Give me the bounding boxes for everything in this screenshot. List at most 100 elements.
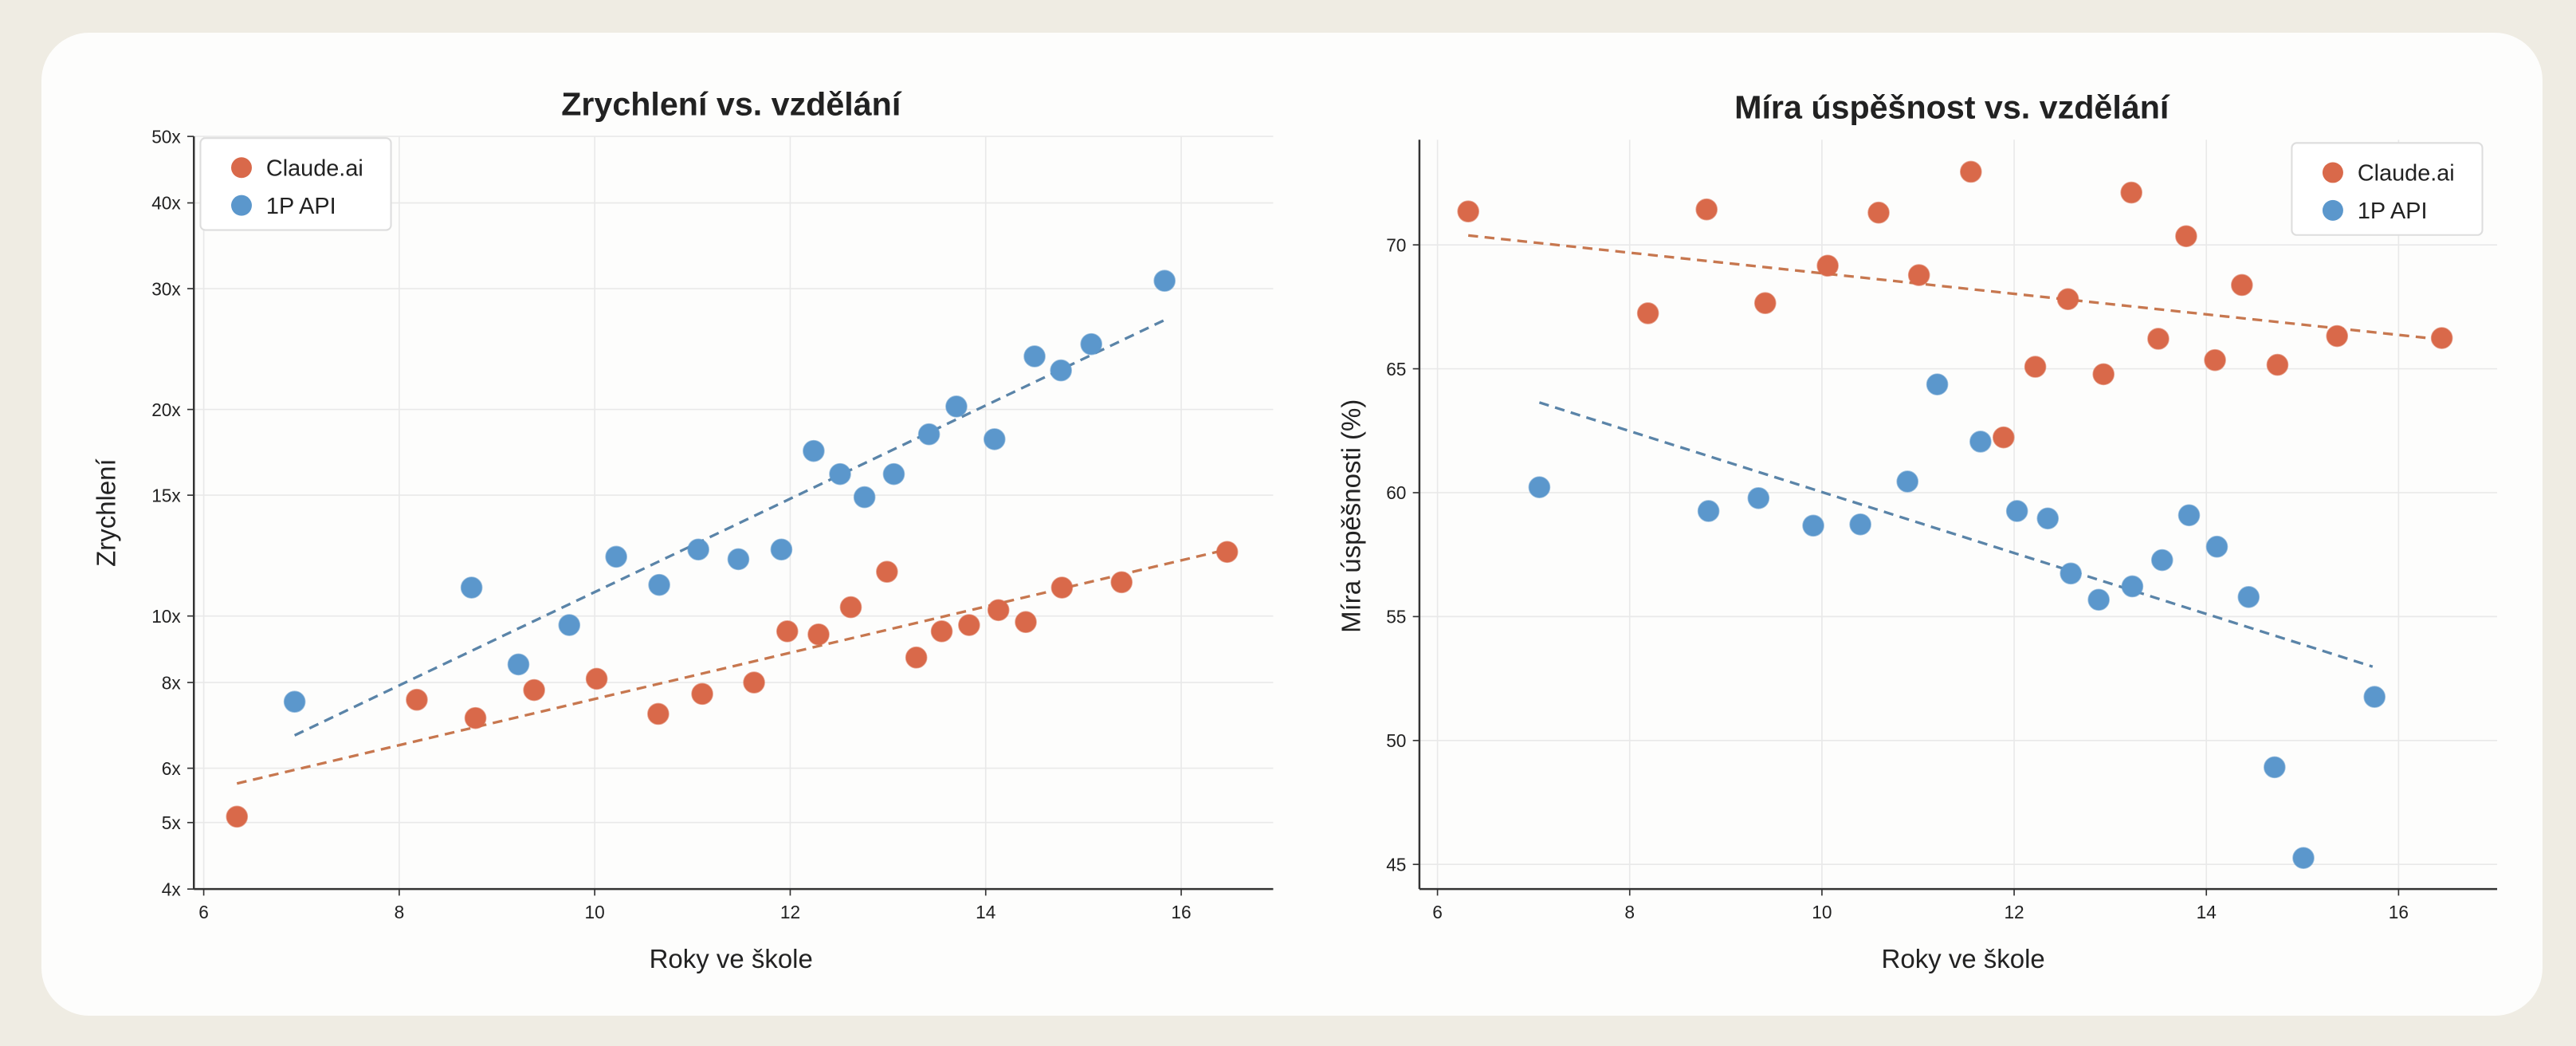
data-point-api [1747, 486, 1770, 509]
y-tick-label: 8x [162, 672, 182, 693]
y-tick-label: 50x [151, 126, 181, 147]
legend-label: 1P API [266, 194, 336, 219]
data-point-claude [2056, 288, 2079, 311]
y-tick-label: 60 [1386, 482, 1406, 503]
y-tick-label: 10x [151, 606, 181, 627]
data-point-claude [958, 614, 980, 636]
data-point-api [507, 653, 530, 676]
data-point-api [2036, 507, 2060, 530]
y-tick-label: 55 [1386, 607, 1406, 627]
data-point-claude [1215, 541, 1239, 564]
data-point-api [2060, 562, 2083, 585]
trend-line-api [293, 318, 1165, 737]
trend-line-claude [236, 548, 1228, 785]
data-point-claude [1907, 264, 1930, 286]
data-point-claude [1110, 571, 1133, 594]
data-point-claude [743, 671, 765, 694]
data-point-api [2150, 549, 2174, 572]
x-tick-label: 14 [976, 902, 995, 922]
x-tick-label: 14 [2197, 902, 2217, 922]
data-point-api [1926, 373, 1949, 395]
x-axis-label: Roky ve škole [650, 944, 813, 973]
data-point-claude [2147, 328, 2170, 350]
data-point-api [2005, 500, 2028, 522]
data-point-claude [876, 560, 898, 583]
y-tick-label: 5x [162, 812, 182, 833]
data-point-claude [1050, 576, 1074, 599]
legend-marker [231, 195, 252, 216]
data-point-api [283, 690, 306, 713]
data-point-claude [776, 620, 799, 643]
x-tick-label: 16 [1171, 902, 1191, 922]
data-point-claude [1992, 426, 2015, 449]
data-point-api [2087, 588, 2110, 611]
data-point-api [2237, 586, 2260, 608]
data-point-api [2121, 575, 2144, 598]
data-point-claude [2092, 363, 2115, 386]
data-point-claude [1959, 160, 1982, 183]
data-point-claude [226, 805, 249, 828]
grid [1419, 140, 2498, 890]
data-point-api [2205, 535, 2228, 558]
data-point-claude [2231, 273, 2253, 297]
legend-marker [231, 157, 252, 179]
y-tick-label: 30x [151, 278, 181, 299]
data-point-api [983, 428, 1006, 450]
data-point-claude [807, 623, 830, 646]
y-tick-label: 65 [1386, 359, 1406, 379]
axes [192, 136, 1274, 891]
grid [194, 136, 1274, 890]
data-point-api [2292, 847, 2315, 869]
data-point-api [945, 395, 968, 418]
axes [1418, 140, 2498, 891]
data-point-api [1528, 476, 1551, 498]
y-tick-label: 20x [151, 399, 181, 420]
y-tick-label: 6x [162, 758, 182, 779]
data-point-claude [2430, 327, 2453, 349]
legend-label: 1P API [2358, 199, 2428, 224]
data-point-api [1969, 431, 1992, 453]
legend-label: Claude.ai [2358, 161, 2455, 187]
data-point-claude [2326, 324, 2349, 348]
data-point-claude [2204, 348, 2226, 372]
data-point-api [460, 576, 483, 599]
data-point-api [770, 538, 793, 561]
data-point-api [829, 462, 851, 486]
data-point-claude [1457, 200, 1479, 222]
x-axis-label: Roky ve škole [1882, 944, 2045, 973]
x-tick-label: 6 [1432, 902, 1443, 922]
chart-success-rate: Míra úspěšnost vs. vzdělání Roky ve škol… [1337, 88, 2498, 973]
data-point-claude [647, 702, 670, 726]
data-point-claude [1867, 201, 1890, 224]
x-tick-label: 10 [1812, 902, 1832, 922]
data-point-claude [2175, 225, 2197, 248]
y-tick-label: 15x [151, 485, 181, 505]
chart-title: Zrychlení vs. vzdělání [561, 85, 902, 122]
data-point-api [687, 538, 709, 561]
data-point-claude [1015, 611, 1037, 634]
data-point-claude [1636, 302, 1659, 324]
data-point-api [882, 462, 905, 486]
data-point-api [605, 545, 627, 568]
legend-marker [2322, 199, 2343, 221]
data-point-claude [585, 667, 608, 690]
data-point-api [1023, 345, 1046, 368]
y-axis-label: Míra úspěšnosti (%) [1337, 399, 1366, 633]
data-point-claude [1816, 254, 1839, 277]
data-point-api [2177, 504, 2201, 527]
data-point-api [917, 423, 940, 446]
x-tick-label: 8 [395, 902, 405, 922]
data-point-claude [839, 596, 862, 619]
data-point-api [1153, 269, 1176, 293]
trend-line-api [1538, 401, 2374, 668]
data-point-claude [930, 620, 953, 643]
data-point-api [1697, 500, 1720, 522]
data-point-claude [2266, 353, 2289, 376]
data-point-api [727, 548, 750, 571]
y-tick-label: 50 [1386, 730, 1406, 751]
data-point-claude [2120, 181, 2142, 204]
x-tick-label: 8 [1624, 902, 1635, 922]
marks [1457, 160, 2453, 869]
data-point-api [558, 614, 581, 636]
